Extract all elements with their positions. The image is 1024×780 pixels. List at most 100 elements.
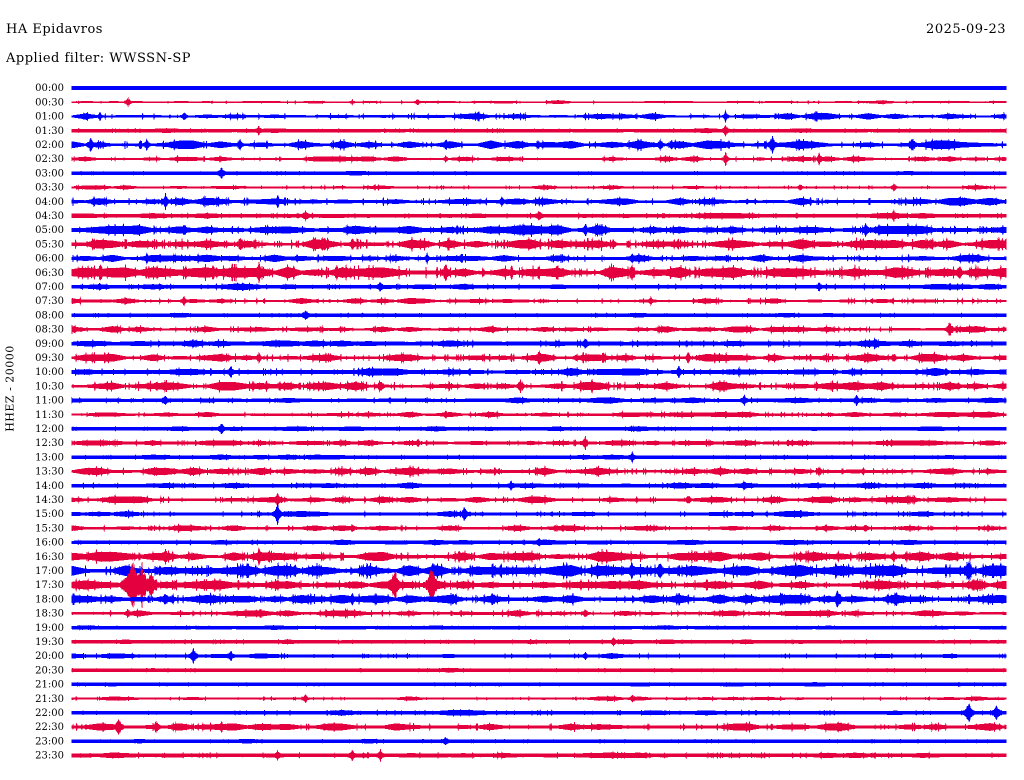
trace-1930 bbox=[71, 636, 1007, 647]
time-tick-label: 02:00 bbox=[35, 140, 64, 151]
record-date: 2025-09-23 bbox=[926, 22, 1006, 37]
time-tick-label: 16:00 bbox=[35, 538, 64, 549]
time-tick-label: 08:30 bbox=[35, 325, 64, 336]
trace-1730 bbox=[71, 562, 1007, 608]
applied-filter-label: Applied filter: WWSSN-SP bbox=[6, 51, 191, 66]
trace-0030 bbox=[71, 96, 1007, 108]
time-tick-label: 18:00 bbox=[35, 594, 64, 605]
time-tick-label: 23:00 bbox=[35, 736, 64, 747]
trace-1830 bbox=[71, 607, 1007, 620]
time-tick-label: 15:00 bbox=[35, 509, 64, 520]
time-tick-label: 06:00 bbox=[35, 254, 64, 265]
time-tick-label: 17:30 bbox=[35, 580, 64, 591]
time-tick-label: 00:00 bbox=[35, 83, 64, 94]
time-tick-label: 03:30 bbox=[35, 183, 64, 194]
time-tick-label: 06:30 bbox=[35, 268, 64, 279]
trace-1200 bbox=[71, 423, 1007, 434]
time-tick-label: 10:00 bbox=[35, 367, 64, 378]
trace-0530 bbox=[71, 236, 1007, 252]
station-name: HA Epidavros bbox=[6, 22, 103, 37]
trace-0300 bbox=[71, 167, 1007, 179]
time-tick-label: 00:30 bbox=[35, 97, 64, 108]
time-tick-label: 19:30 bbox=[35, 637, 64, 648]
trace-1600 bbox=[71, 537, 1007, 547]
trace-2100 bbox=[71, 681, 1007, 687]
time-tick-label: 23:30 bbox=[35, 751, 64, 762]
time-tick-label: 01:30 bbox=[35, 126, 64, 137]
trace-2130 bbox=[71, 694, 1007, 704]
time-tick-label: 20:00 bbox=[35, 651, 64, 662]
trace-0100 bbox=[71, 109, 1007, 124]
time-tick-label: 07:00 bbox=[35, 282, 64, 293]
time-tick-label: 08:00 bbox=[35, 310, 64, 321]
trace-0330 bbox=[71, 183, 1007, 192]
time-tick-label: 11:00 bbox=[35, 396, 64, 407]
time-tick-label: 16:30 bbox=[35, 552, 64, 563]
time-tick-label: 09:00 bbox=[35, 339, 64, 350]
trace-1630 bbox=[71, 547, 1007, 567]
trace-0930 bbox=[71, 350, 1007, 365]
time-tick-label: 13:00 bbox=[35, 452, 64, 463]
trace-1430 bbox=[71, 492, 1007, 507]
trace-2030 bbox=[71, 667, 1007, 673]
trace-1230 bbox=[71, 435, 1007, 451]
time-tick-label: 21:30 bbox=[35, 694, 64, 705]
trace-1030 bbox=[71, 378, 1007, 394]
time-tick-label: 17:00 bbox=[35, 566, 64, 577]
trace-2330 bbox=[71, 748, 1007, 762]
time-tick-label: 11:30 bbox=[35, 410, 64, 421]
time-tick-label: 01:00 bbox=[35, 112, 64, 123]
time-tick-label: 15:30 bbox=[35, 523, 64, 534]
trace-0430 bbox=[71, 209, 1007, 223]
time-tick-label: 12:30 bbox=[35, 438, 64, 449]
trace-0630 bbox=[71, 261, 1007, 284]
time-tick-label: 05:00 bbox=[35, 225, 64, 236]
trace-0130 bbox=[71, 124, 1007, 137]
time-tick-label: 04:00 bbox=[35, 197, 64, 208]
time-tick-label: 05:30 bbox=[35, 239, 64, 250]
trace-0900 bbox=[71, 337, 1007, 350]
trace-2000 bbox=[71, 647, 1007, 665]
trace-2200 bbox=[71, 703, 1007, 723]
trace-2230 bbox=[71, 719, 1007, 735]
time-tick-label: 03:00 bbox=[35, 168, 64, 179]
trace-0200 bbox=[71, 135, 1007, 154]
trace-0600 bbox=[71, 251, 1007, 265]
trace-1300 bbox=[71, 450, 1007, 464]
time-tick-label: 09:30 bbox=[35, 353, 64, 364]
trace-1900 bbox=[71, 624, 1007, 631]
trace-1130 bbox=[71, 410, 1007, 420]
time-tick-label: 21:00 bbox=[35, 680, 64, 691]
time-tick-label: 14:30 bbox=[35, 495, 64, 506]
time-tick-label: 13:30 bbox=[35, 467, 64, 478]
trace-1100 bbox=[71, 394, 1007, 407]
time-tick-label: 22:30 bbox=[35, 722, 64, 733]
trace-1800 bbox=[71, 590, 1007, 608]
trace-0830 bbox=[71, 322, 1007, 337]
time-tick-label: 14:00 bbox=[35, 481, 64, 492]
trace-1700 bbox=[71, 560, 1007, 582]
time-tick-label: 19:00 bbox=[35, 623, 64, 634]
trace-1330 bbox=[71, 464, 1007, 478]
trace-1000 bbox=[71, 365, 1007, 379]
time-tick-label: 04:30 bbox=[35, 211, 64, 222]
trace-1500 bbox=[71, 503, 1007, 525]
trace-0800 bbox=[71, 310, 1007, 320]
trace-1400 bbox=[71, 480, 1007, 491]
trace-2300 bbox=[71, 737, 1007, 746]
trace-0730 bbox=[71, 295, 1007, 307]
time-tick-label: 22:00 bbox=[35, 708, 64, 719]
time-tick-label: 10:30 bbox=[35, 381, 64, 392]
trace-0000 bbox=[71, 85, 1007, 91]
time-tick-label: 18:30 bbox=[35, 609, 64, 620]
time-tick-label: 07:30 bbox=[35, 296, 64, 307]
trace-0230 bbox=[71, 151, 1007, 167]
trace-0700 bbox=[71, 281, 1007, 292]
trace-0400 bbox=[71, 193, 1007, 211]
trace-0500 bbox=[71, 222, 1007, 238]
time-tick-label: 20:30 bbox=[35, 665, 64, 676]
time-tick-label: 12:00 bbox=[35, 424, 64, 435]
trace-1530 bbox=[71, 523, 1007, 534]
